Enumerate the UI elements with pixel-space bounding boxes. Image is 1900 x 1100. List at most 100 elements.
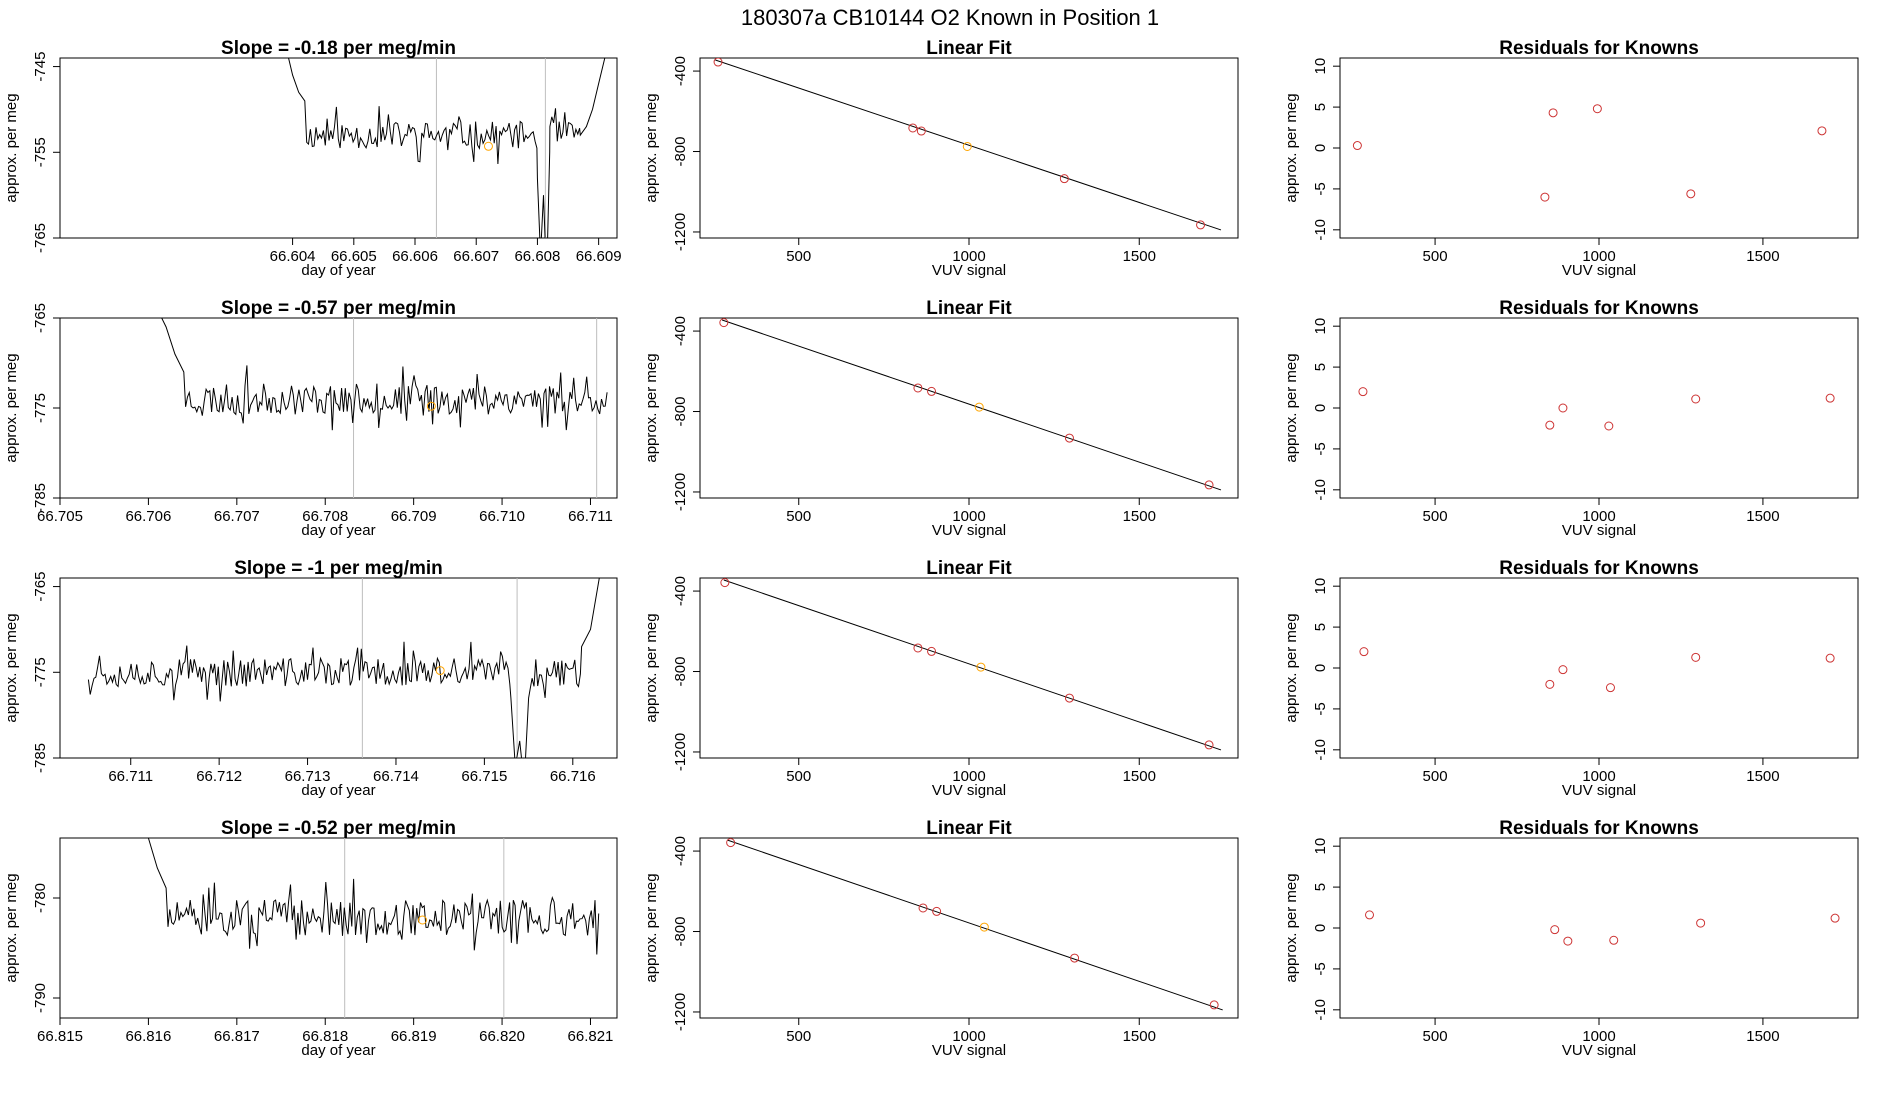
x-axis: 500 1000 1500	[786, 1017, 1156, 1045]
figure-title: 180307a CB10144 O2 Known in Position 1	[741, 5, 1159, 30]
x-tick-label: 1000	[952, 248, 985, 265]
y-axis: -790 -780	[32, 883, 61, 1013]
plot-data	[1352, 104, 1827, 202]
data-point	[979, 922, 989, 932]
plot-data	[719, 318, 1222, 491]
y-axis: -10 -5 0 5 10	[1312, 838, 1341, 1021]
panel-title: Slope = -0.18 per meg/min	[221, 38, 456, 59]
y-tick-label: 5	[1312, 883, 1329, 891]
y-axis-label: approx. per meg	[643, 353, 660, 462]
y-tick-label: -10	[1312, 999, 1329, 1021]
plot-data	[87, 578, 600, 758]
data-point	[927, 646, 937, 656]
plot-data	[147, 838, 600, 1018]
y-tick-label: 0	[1312, 924, 1329, 932]
x-tick-label: 1500	[1746, 508, 1779, 525]
x-tick-label: 66.608	[514, 248, 560, 265]
y-axis-label: approx. per meg	[643, 613, 660, 722]
panel-title: Residuals for Knowns	[1499, 818, 1699, 839]
x-axis-label: day of year	[301, 262, 375, 279]
panel-r2-fit: Linear Fit 500 1000 1500 VUV signal -1200 -800…	[643, 558, 1239, 799]
x-axis-label: VUV signal	[1562, 262, 1636, 279]
panel-r3-fit: Linear Fit 500 1000 1500 VUV signal -1200 -800…	[643, 818, 1239, 1059]
data-point	[1696, 918, 1706, 928]
plot-data	[1365, 910, 1840, 946]
fit-line	[721, 319, 1222, 491]
data-point	[1825, 393, 1835, 403]
y-axis-label: approx. per meg	[643, 93, 660, 202]
panel-title: Slope = -1 per meg/min	[234, 558, 443, 579]
plot-box	[59, 577, 618, 759]
y-tick-label: -1200	[672, 473, 689, 511]
panels: Slope = -0.18 per meg/min 66.604 66.605 66.…	[3, 38, 1859, 1059]
y-tick-label: -5	[1312, 182, 1329, 195]
plot-box	[1339, 837, 1859, 1019]
x-tick-label: 1000	[952, 1028, 985, 1045]
x-tick-label: 66.706	[125, 508, 171, 525]
x-tick-label: 66.713	[285, 768, 331, 785]
x-tick-label: 66.712	[196, 768, 242, 785]
y-tick-label: -5	[1312, 962, 1329, 975]
data-point	[1545, 679, 1555, 689]
y-axis-label: approx. per meg	[3, 613, 20, 722]
y-tick-label: -1200	[672, 993, 689, 1031]
x-tick-label: 66.818	[302, 1028, 348, 1045]
x-tick-label: 1000	[1582, 508, 1615, 525]
y-tick-label: -1200	[672, 213, 689, 251]
y-tick-label: -785	[32, 743, 49, 773]
y-tick-label: 10	[1312, 838, 1329, 855]
x-axis-label: VUV signal	[932, 262, 1006, 279]
x-axis-label: VUV signal	[932, 1042, 1006, 1059]
data-point	[918, 903, 928, 913]
data-point	[932, 906, 942, 916]
y-axis: -10 -5 0 5 10	[1312, 578, 1341, 761]
y-tick-label: -800	[672, 137, 689, 167]
panel-title: Residuals for Knowns	[1499, 38, 1699, 59]
data-point	[1204, 480, 1214, 490]
x-tick-label: 66.705	[37, 508, 83, 525]
trace-line	[87, 578, 600, 758]
data-point	[1691, 394, 1701, 404]
data-point	[1196, 220, 1206, 230]
x-tick-label: 500	[1423, 248, 1448, 265]
plot-box	[1339, 577, 1859, 759]
y-tick-label: 0	[1312, 144, 1329, 152]
known-marker	[417, 915, 427, 925]
plot-box	[699, 317, 1239, 499]
data-point	[1358, 387, 1368, 397]
x-axis: 500 1000 1500	[786, 757, 1156, 785]
data-point	[726, 838, 736, 848]
data-point	[1359, 647, 1369, 657]
y-tick-label: -5	[1312, 702, 1329, 715]
data-point	[1691, 652, 1701, 662]
data-point	[962, 141, 972, 151]
data-point	[1545, 420, 1555, 430]
data-point	[1548, 108, 1558, 118]
x-axis-label: VUV signal	[1562, 782, 1636, 799]
x-tick-label: 66.604	[270, 248, 316, 265]
x-tick-label: 66.715	[461, 768, 507, 785]
panel-r0-trace: Slope = -0.18 per meg/min 66.604 66.605 66.…	[3, 38, 622, 279]
y-axis-label: approx. per meg	[1283, 93, 1300, 202]
x-axis-label: day of year	[301, 1042, 375, 1059]
y-tick-label: -765	[32, 303, 49, 333]
x-tick-label: 66.708	[302, 508, 348, 525]
trace-line	[288, 58, 606, 238]
fit-line	[723, 579, 1222, 751]
data-point	[1558, 665, 1568, 675]
x-tick-label: 1000	[952, 768, 985, 785]
y-tick-label: -800	[672, 917, 689, 947]
x-axis-label: VUV signal	[932, 782, 1006, 799]
plot-data	[726, 838, 1223, 1011]
x-tick-label: 66.606	[392, 248, 438, 265]
data-point	[1070, 953, 1080, 963]
data-point	[1059, 174, 1069, 184]
y-axis: -10 -5 0 5 10	[1312, 318, 1341, 501]
y-axis: -785 -775 -765	[32, 303, 61, 513]
y-tick-label: -1200	[672, 733, 689, 771]
plot-data	[1358, 387, 1835, 431]
x-tick-label: 500	[786, 248, 811, 265]
x-axis: 66.604 66.605 66.606 66.607 66.608 66.609	[270, 237, 622, 265]
x-axis-label: day of year	[301, 522, 375, 539]
